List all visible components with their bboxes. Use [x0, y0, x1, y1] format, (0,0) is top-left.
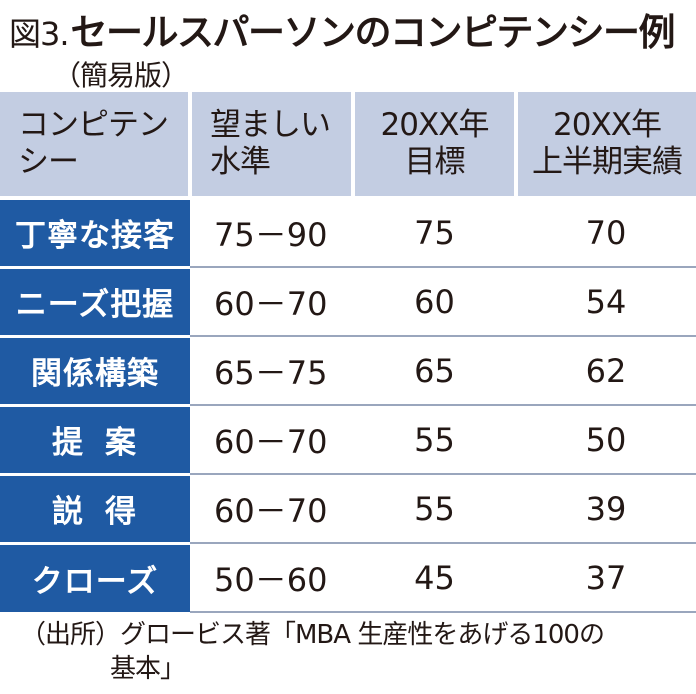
actual-cell: 37: [516, 543, 696, 613]
desired-level-cell: 50－60: [190, 543, 353, 613]
title-line: 図3. セールスパーソンのコンピテンシー例: [9, 2, 689, 56]
figure-subtitle: （簡易版）: [53, 59, 189, 92]
target-cell: 65: [353, 336, 516, 406]
desired-level-cell: 60－70: [190, 474, 353, 544]
header-competency: コンピテン シー: [0, 92, 192, 200]
actual-cell: 54: [516, 267, 696, 337]
row-label: 提案: [0, 405, 190, 476]
header-desired-level: 望ましい 水準: [190, 92, 355, 200]
table-row: ニーズ把握 60－70 60 54: [0, 267, 696, 338]
desired-level-cell: 65－75: [190, 336, 353, 406]
target-cell: 45: [353, 543, 516, 613]
header-row: コンピテン シー 望ましい 水準 20XX年 目標 20XX年 上半期実績: [0, 92, 696, 200]
row-label: 説得: [0, 474, 190, 545]
competency-table: コンピテン シー 望ましい 水準 20XX年 目標 20XX年 上半期実績: [0, 92, 696, 613]
actual-cell: 50: [516, 405, 696, 475]
header-actual: 20XX年 上半期実績: [516, 92, 696, 200]
header-target-line1: 20XX年: [380, 107, 490, 143]
row-label: ニーズ把握: [0, 267, 190, 338]
target-cell: 55: [353, 474, 516, 544]
target-cell: 75: [353, 198, 516, 268]
desired-level-cell: 60－70: [190, 267, 353, 337]
header-competency-line2: シー: [18, 144, 79, 180]
table-row: 提案 60－70 55 50: [0, 405, 696, 476]
row-label: 丁寧な接客: [0, 198, 190, 269]
actual-cell: 70: [516, 198, 696, 268]
header-actual-line1: 20XX年: [553, 107, 662, 143]
header-desired-level-line2: 水準: [210, 144, 271, 180]
desired-level-cell: 60－70: [190, 405, 353, 475]
header-actual-line2: 上半期実績: [532, 144, 683, 180]
header-competency-line1: コンピテン: [18, 107, 169, 143]
source-line-2: 基本」: [110, 654, 186, 684]
row-label: 関係構築: [0, 336, 190, 407]
row-label: クローズ: [0, 543, 190, 612]
source-note: （出所）グロービス著「MBA 生産性をあげる100の 基本」: [20, 618, 692, 686]
target-cell: 60: [353, 267, 516, 337]
figure-title: セールスパーソンのコンピテンシー例: [70, 11, 676, 54]
table-row: 丁寧な接客 75－90 75 70: [0, 198, 696, 269]
header-desired-level-line1: 望ましい: [210, 107, 331, 143]
table-row: クローズ 50－60 45 37: [0, 543, 696, 613]
actual-cell: 39: [516, 474, 696, 544]
title-block: 図3. セールスパーソンのコンピテンシー例 （簡易版）: [9, 2, 689, 94]
table-row: 説得 60－70 55 39: [0, 474, 696, 545]
target-cell: 55: [353, 405, 516, 475]
header-target: 20XX年 目標: [353, 92, 518, 200]
figure-label: 図3.: [9, 15, 70, 53]
source-line-1: （出所）グロービス著「MBA 生産性をあげる100の: [20, 620, 605, 650]
desired-level-cell: 75－90: [190, 198, 353, 268]
table-row: 関係構築 65－75 65 62: [0, 336, 696, 407]
header-target-line2: 目標: [404, 144, 466, 180]
actual-cell: 62: [516, 336, 696, 406]
